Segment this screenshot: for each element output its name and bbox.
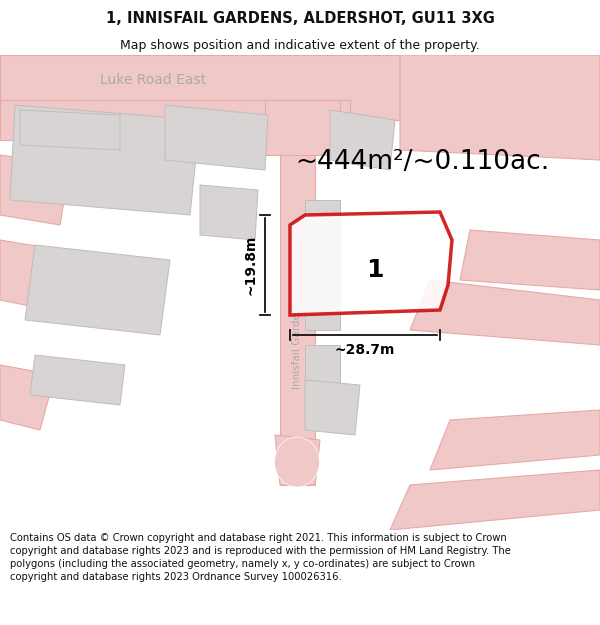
Polygon shape bbox=[400, 55, 600, 160]
Polygon shape bbox=[290, 212, 452, 315]
Text: 1: 1 bbox=[366, 258, 384, 282]
Polygon shape bbox=[0, 365, 55, 430]
Polygon shape bbox=[430, 410, 600, 470]
Polygon shape bbox=[390, 470, 600, 530]
Polygon shape bbox=[280, 145, 315, 485]
Polygon shape bbox=[20, 110, 120, 150]
Polygon shape bbox=[0, 100, 350, 140]
Text: Innisfail Gardens: Innisfail Gardens bbox=[292, 301, 302, 389]
Polygon shape bbox=[305, 200, 340, 330]
Polygon shape bbox=[0, 55, 600, 120]
Polygon shape bbox=[30, 355, 125, 405]
Polygon shape bbox=[410, 280, 600, 345]
Polygon shape bbox=[10, 105, 200, 215]
Text: ~28.7m: ~28.7m bbox=[335, 343, 395, 357]
Polygon shape bbox=[0, 240, 60, 310]
Polygon shape bbox=[165, 105, 268, 170]
Polygon shape bbox=[275, 435, 320, 485]
Text: ~19.8m: ~19.8m bbox=[243, 235, 257, 295]
Text: ~444m²/~0.110ac.: ~444m²/~0.110ac. bbox=[295, 149, 549, 175]
Polygon shape bbox=[305, 380, 360, 435]
Text: Luke Road East: Luke Road East bbox=[100, 73, 206, 87]
Polygon shape bbox=[0, 155, 70, 225]
Polygon shape bbox=[265, 100, 340, 155]
Polygon shape bbox=[460, 230, 600, 290]
Polygon shape bbox=[330, 110, 395, 170]
Ellipse shape bbox=[275, 437, 320, 487]
Polygon shape bbox=[200, 185, 258, 240]
Polygon shape bbox=[305, 345, 340, 390]
Text: Map shows position and indicative extent of the property.: Map shows position and indicative extent… bbox=[120, 39, 480, 51]
Text: Contains OS data © Crown copyright and database right 2021. This information is : Contains OS data © Crown copyright and d… bbox=[10, 533, 511, 582]
Polygon shape bbox=[25, 245, 170, 335]
Text: 1, INNISFAIL GARDENS, ALDERSHOT, GU11 3XG: 1, INNISFAIL GARDENS, ALDERSHOT, GU11 3X… bbox=[106, 11, 494, 26]
